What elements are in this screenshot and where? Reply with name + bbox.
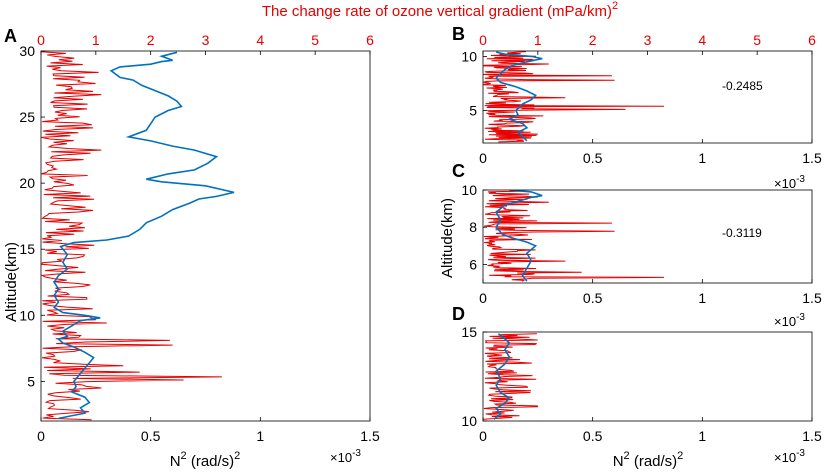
n2-series-line <box>493 333 511 420</box>
ozone-series-line <box>483 51 665 143</box>
top-tick-label: 4 <box>698 32 706 48</box>
x-tick-label: 0 <box>479 428 487 444</box>
top-tick-label: 1 <box>92 32 100 48</box>
x-axis-label-a: N2 (rad/s)2 <box>170 450 241 470</box>
top-tick-label: 5 <box>753 32 761 48</box>
panel-label-c: C <box>452 161 465 181</box>
y-tick-label: 10 <box>461 413 477 429</box>
y-tick-label: 25 <box>19 109 35 125</box>
x-tick-label: 1 <box>698 428 706 444</box>
y-tick-label: 10 <box>461 182 477 198</box>
panel-label-a: A <box>4 26 17 46</box>
top-tick-label: 0 <box>37 32 45 48</box>
plot-frame <box>482 331 813 422</box>
exponent-d: ×10-3 <box>774 448 805 465</box>
x-tick-label: 0.5 <box>583 290 603 306</box>
y-axis-label-c: Altitude(km) <box>439 198 456 278</box>
top-tick-label: 6 <box>366 32 374 48</box>
x-tick-label: 1.5 <box>360 428 380 444</box>
n2-series-line <box>495 51 543 142</box>
plot-frame <box>482 189 813 284</box>
top-tick-label: 1 <box>534 32 542 48</box>
y-tick-label: 6 <box>469 256 477 272</box>
x-tick-label: 0 <box>37 428 45 444</box>
correlation-annotation-c: -0.3119 <box>722 226 762 240</box>
correlation-annotation-b: -0.2485 <box>722 79 763 93</box>
x-tick-label: 0.5 <box>583 428 603 444</box>
ozone-series-line <box>483 190 665 282</box>
top-tick-label: 3 <box>644 32 652 48</box>
top-tick-label: 0 <box>479 32 487 48</box>
x-tick-label: 1.5 <box>802 428 822 444</box>
top-tick-label: 6 <box>808 32 816 48</box>
panel-label-b: B <box>452 24 465 44</box>
x-tick-label: 1 <box>698 150 706 166</box>
exponent-b: ×10-3 <box>774 174 805 191</box>
y-tick-label: 30 <box>19 43 35 59</box>
top-tick-label: 5 <box>311 32 319 48</box>
x-tick-label: 1.5 <box>802 290 822 306</box>
x-tick-label: 1.5 <box>802 150 822 166</box>
top-title: The change rate of ozone vertical gradie… <box>262 0 618 20</box>
x-tick-label: 0.5 <box>141 428 161 444</box>
ozone-series-line <box>483 333 539 420</box>
panel-d: 0 0.5 1 1.5 10 15 <box>461 324 822 444</box>
top-tick-label: 3 <box>202 32 210 48</box>
x-tick-label: 1 <box>256 428 264 444</box>
x-tick-label: 0 <box>479 290 487 306</box>
x-axis-label-d: N2 (rad/s)2 <box>613 450 684 470</box>
x-tick-label: 0.5 <box>583 150 603 166</box>
y-tick-label: 8 <box>469 219 477 235</box>
ozone-series-line <box>41 51 222 421</box>
y-tick-label: 5 <box>469 103 477 119</box>
top-tick-label: 2 <box>589 32 597 48</box>
top-tick-label: 2 <box>147 32 155 48</box>
y-tick-label: 15 <box>461 324 477 340</box>
panel-c: 0 0.5 1 1.5 6 8 10 <box>461 182 822 306</box>
n2-series-line <box>52 51 235 420</box>
exponent-a: ×10-3 <box>330 448 361 465</box>
x-tick-label: 0 <box>479 150 487 166</box>
y-tick-label: 20 <box>19 175 35 191</box>
y-tick-label: 10 <box>19 307 35 323</box>
n2-series-line <box>495 190 543 282</box>
panel-label-d: D <box>452 304 465 324</box>
y-tick-label: 5 <box>27 373 35 389</box>
y-tick-label: 15 <box>19 241 35 257</box>
y-tick-label: 10 <box>461 48 477 64</box>
exponent-c: ×10-3 <box>774 312 805 329</box>
y-axis-label-a: Altitude(km) <box>3 242 20 322</box>
plot-frame <box>40 50 371 422</box>
top-tick-label: 4 <box>256 32 264 48</box>
x-tick-label: 1 <box>698 290 706 306</box>
